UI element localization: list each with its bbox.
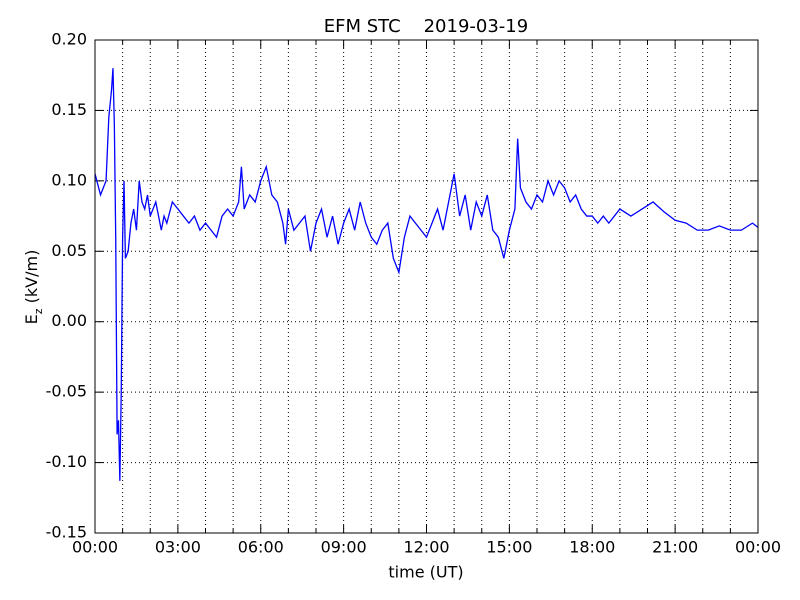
x-axis-label: time (UT) [388, 563, 463, 582]
x-tick-label: 21:00 [652, 538, 698, 557]
x-tick-label: 03:00 [155, 538, 201, 557]
chart-title: EFM STC 2019-03-19 [324, 16, 528, 37]
plot-frame [94, 39, 759, 534]
y-axis-label: Ez (kV/m) [22, 250, 45, 325]
y-tick-label: 0.20 [51, 30, 87, 49]
y-tick-label: -0.15 [46, 523, 87, 542]
x-tick-label: 00:00 [735, 538, 781, 557]
y-tick-label: -0.05 [46, 382, 87, 401]
y-tick-label: 0.10 [51, 170, 87, 189]
y-tick-label: -0.10 [46, 452, 87, 471]
y-tick-label: 0.15 [51, 100, 87, 119]
x-tick-label: 18:00 [569, 538, 615, 557]
data-line [94, 68, 759, 481]
y-tick-label: 0.00 [51, 311, 87, 330]
x-tick-label: 09:00 [321, 538, 367, 557]
x-tick-label: 12:00 [403, 538, 449, 557]
y-label-sub: z [32, 308, 45, 314]
y-label-main: E [22, 314, 41, 324]
x-tick-label: 00:00 [72, 538, 118, 557]
y-label-unit: (kV/m) [22, 250, 41, 309]
y-tick-label: 0.05 [51, 241, 87, 260]
x-tick-label: 15:00 [486, 538, 532, 557]
x-tick-label: 06:00 [238, 538, 284, 557]
